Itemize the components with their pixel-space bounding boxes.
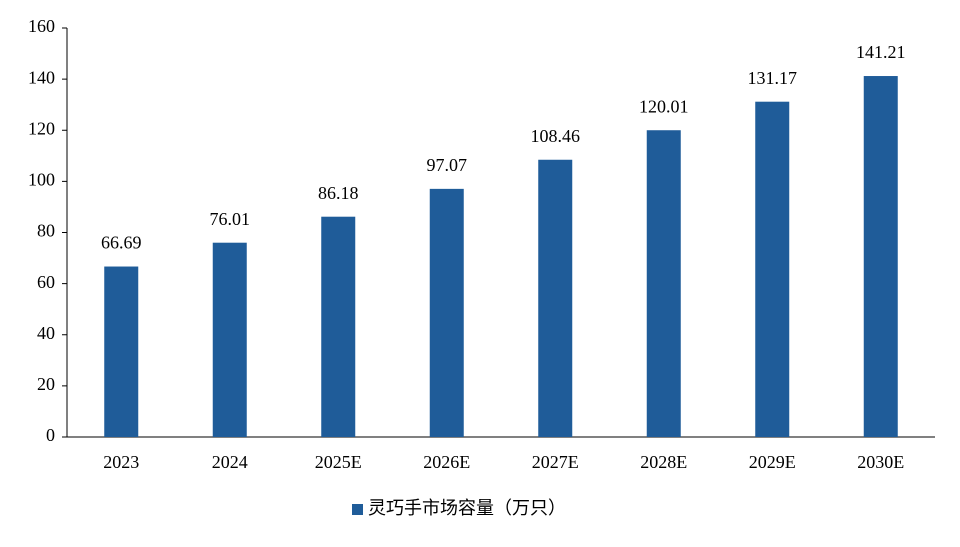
x-tick-label: 2029E	[749, 452, 796, 472]
x-tick-label: 2027E	[532, 452, 579, 472]
legend-label: 灵巧手市场容量（万只）	[368, 498, 566, 518]
bar	[212, 242, 247, 437]
data-label: 131.17	[748, 68, 798, 88]
bar	[538, 159, 573, 437]
data-label: 97.07	[427, 155, 468, 175]
x-tick-label: 2025E	[315, 452, 362, 472]
x-tick-label: 2024	[212, 452, 248, 472]
x-tick-label: 2028E	[640, 452, 687, 472]
y-tick-label: 140	[28, 67, 55, 87]
y-tick-label: 80	[37, 221, 55, 241]
bar	[863, 76, 898, 438]
data-label: 120.01	[639, 96, 689, 116]
bar	[104, 266, 139, 437]
y-tick-label: 60	[37, 272, 55, 292]
bar	[755, 101, 790, 437]
legend-swatch	[352, 504, 363, 515]
data-label: 76.01	[210, 209, 251, 229]
data-label: 66.69	[101, 233, 142, 253]
x-tick-label: 2026E	[423, 452, 470, 472]
y-tick-label: 160	[28, 16, 55, 36]
x-tick-label: 2023	[103, 452, 139, 472]
x-tick-label: 2030E	[857, 452, 904, 472]
bar	[429, 188, 464, 437]
y-tick-label: 20	[37, 374, 55, 394]
y-tick-label: 120	[28, 118, 55, 138]
data-label: 108.46	[531, 126, 581, 146]
bar	[646, 130, 681, 438]
y-tick-label: 0	[46, 425, 55, 445]
data-label: 86.18	[318, 183, 359, 203]
y-tick-label: 40	[37, 323, 55, 343]
y-tick-label: 100	[28, 170, 55, 190]
bar	[321, 216, 356, 437]
data-label: 141.21	[856, 42, 906, 62]
